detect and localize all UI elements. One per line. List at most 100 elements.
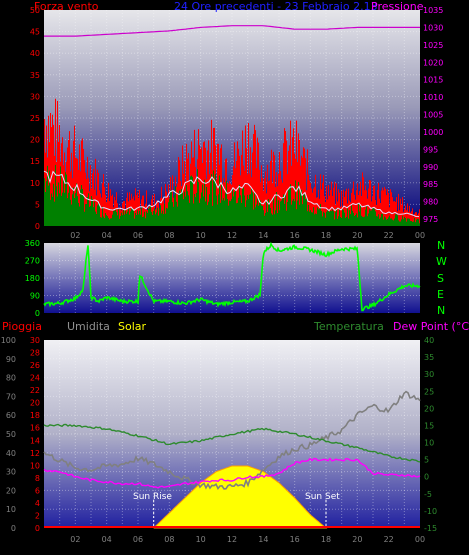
humidity-tick-label: 30 [6,468,16,477]
axis-labels: 0510152025303540455097598098599099510001… [1,6,444,544]
dir-letter-n2: N [437,304,445,317]
humidity-label: Umidita [67,320,110,333]
pressure-tick-label: 975 [423,215,438,224]
hour-tick-label: 00 [415,231,425,240]
temperature-tick-label: 5 [424,456,429,465]
rain-tick-label: 28 [30,349,40,358]
humidity-tick-label: 100 [1,336,16,345]
temperature-tick-label: 35 [424,353,434,362]
temperature-tick-label: -15 [424,524,437,533]
pressure-title: Pressione [371,0,424,13]
sun-rise-label: Sun Rise [133,492,172,502]
humidity-tick-label: 50 [6,430,16,439]
wind-title: Forza vento [34,0,99,13]
hour-tick-label: 02 [70,231,80,240]
direction-tick-label: 360 [25,239,40,248]
rain-tick-label: 0 [35,524,40,533]
humidity-tick-label: 60 [6,411,16,420]
rain-tick-label: 24 [30,374,40,383]
dir-letter-n1: N [437,239,445,252]
temperature-tick-label: 25 [424,387,434,396]
rain-tick-label: 8 [35,474,40,483]
hour-tick-label: 08 [164,231,174,240]
temperature-tick-label: 30 [424,370,434,379]
hour-tick-label: 02 [70,535,80,544]
wind-tick-label: 50 [30,6,40,15]
pressure-line [44,25,420,37]
humidity-tick-label: 20 [6,486,16,495]
hour-tick-label: 14 [258,535,268,544]
humidity-tick-label: 90 [6,355,16,364]
hour-tick-label: 06 [133,231,143,240]
pressure-tick-label: 1010 [423,93,443,102]
data-series [43,25,421,529]
rain-label: Pioggia [2,320,42,333]
wind-tick-label: 40 [30,49,40,58]
humidity-tick-label: 80 [6,374,16,383]
rain-tick-label: 4 [35,499,40,508]
temperature-label: Temperatura [313,320,384,333]
wind-tick-label: 20 [30,136,40,145]
hour-tick-label: 22 [384,535,394,544]
temperature-tick-label: 0 [424,473,429,482]
rain-tick-label: 12 [30,449,40,458]
humidity-tick-label: 10 [6,505,16,514]
wind-tick-label: 25 [30,114,40,123]
rain-tick-label: 10 [30,461,40,470]
rain-tick-label: 16 [30,424,40,433]
pressure-tick-label: 1020 [423,58,443,67]
hour-tick-label: 04 [102,231,112,240]
hour-tick-label: 10 [196,535,206,544]
pressure-tick-label: 1005 [423,111,443,120]
hour-tick-label: 18 [321,231,331,240]
hour-tick-label: 12 [227,231,237,240]
wind-tick-label: 5 [35,200,40,209]
wind-tick-label: 15 [30,157,40,166]
solar-label: Solar [118,320,147,333]
dew-point-line [43,457,421,489]
wind-average-line [43,170,420,218]
pressure-tick-label: 995 [423,145,438,154]
temperature-tick-label: 15 [424,421,434,430]
hour-tick-label: 10 [196,231,206,240]
hour-tick-label: 16 [290,535,300,544]
pressure-tick-label: 1030 [423,23,443,32]
hour-tick-label: 14 [258,231,268,240]
rain-tick-label: 26 [30,361,40,370]
sun-set-label: Sun Set [305,492,340,502]
pressure-tick-label: 990 [423,163,438,172]
wind-direction-line [43,241,421,312]
panel2-plot-area [44,243,420,313]
rain-tick-label: 30 [30,336,40,345]
hour-tick-label: 08 [164,535,174,544]
hour-tick-label: 20 [352,535,362,544]
temperature-tick-label: -10 [424,507,437,516]
wind-tick-label: 0 [35,222,40,231]
rain-tick-label: 14 [30,436,40,445]
wind-tick-label: 30 [30,92,40,101]
hour-tick-label: 00 [415,535,425,544]
dir-letter-w: W [436,255,447,268]
temperature-line [43,423,421,463]
dir-letter-s: S [437,272,444,285]
hour-tick-label: 06 [133,535,143,544]
humidity-line [43,390,421,491]
dew-label: Dew Point (°C) [393,320,469,333]
rain-tick-label: 18 [30,411,40,420]
hour-tick-label: 16 [290,231,300,240]
wind-tick-label: 10 [30,179,40,188]
rain-tick-label: 6 [35,486,40,495]
hour-tick-label: 04 [102,535,112,544]
solar-area [153,465,328,529]
humidity-tick-label: 70 [6,392,16,401]
rain-tick-label: 20 [30,399,40,408]
period-title: 24 Ore precedenti - 23 Febbraio 2.13 [174,0,378,13]
direction-tick-label: 90 [30,292,40,301]
direction-tick-label: 0 [35,309,40,318]
temperature-tick-label: 40 [424,336,434,345]
pressure-tick-label: 1025 [423,41,443,50]
pressure-tick-label: 980 [423,198,438,207]
humidity-tick-label: 40 [6,449,16,458]
